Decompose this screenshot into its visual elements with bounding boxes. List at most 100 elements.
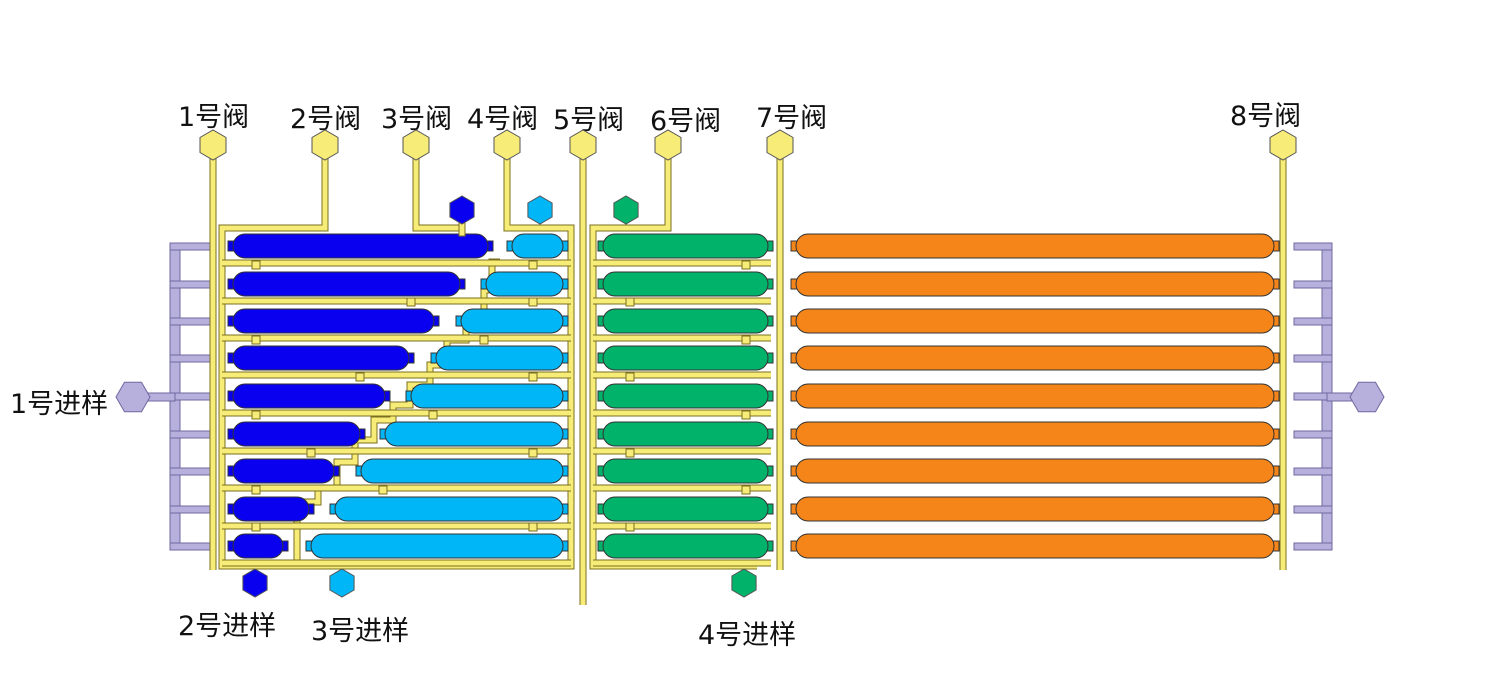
green-connector-3: [741, 335, 751, 345]
green-connector-8: [625, 522, 635, 532]
outlet-branch-8: [1293, 505, 1333, 514]
blue-chamber-4: [227, 345, 415, 371]
green-connector-2: [625, 297, 635, 307]
orange-chamber-6: [790, 421, 1280, 447]
valve-label-2: 2号阀: [290, 104, 362, 135]
valve-label-4: 4号阀: [467, 104, 539, 135]
inlet1-branch-3: [169, 317, 211, 326]
green-chamber-7: [597, 458, 774, 484]
green-chamber-7-body: [602, 458, 769, 484]
valve-label-1: 1号阀: [178, 102, 250, 133]
orange-chamber-1-body: [795, 233, 1275, 259]
orange-chamber-3: [790, 308, 1280, 334]
blue-connector-3: [251, 335, 261, 345]
valve-6-icon: [654, 129, 682, 161]
cyan-chamber-6: [379, 421, 569, 447]
inlet1-branch-1: [169, 242, 211, 251]
inlet4-port: [731, 568, 757, 598]
blue-chamber-6-body: [232, 421, 361, 447]
cyan-chamber-6-body: [384, 421, 564, 447]
blue-connector-4: [355, 372, 365, 382]
inlet3-port: [329, 568, 355, 598]
cyan-connector-3: [479, 335, 489, 345]
blue-top-port: [449, 195, 475, 225]
valve-label-3: 3号阀: [381, 104, 453, 135]
green-connector-1: [741, 260, 751, 270]
orange-chamber-7: [790, 458, 1280, 484]
green-top-port: [613, 195, 639, 225]
blue-chamber-1: [227, 233, 494, 259]
cyan-connector-4: [528, 372, 538, 382]
green-chamber-8: [597, 496, 774, 522]
cyan-chamber-3-body: [460, 308, 564, 334]
valve-7-icon: [766, 129, 794, 161]
orange-chamber-9-body: [795, 533, 1275, 559]
cyan-chamber-4: [430, 345, 569, 371]
cyan-chamber-1-body: [511, 233, 564, 259]
green-chamber-9: [597, 533, 774, 559]
cyan-connector-1: [528, 260, 538, 270]
inlet2-port: [242, 568, 268, 598]
outlet-branch-4: [1293, 354, 1333, 363]
orange-chamber-5-body: [795, 383, 1275, 409]
inlet1-branch-4: [169, 354, 211, 363]
blue-chamber-9: [227, 533, 289, 559]
green-chamber-3-body: [602, 308, 769, 334]
green-chamber-5-body: [602, 383, 769, 409]
orange-chamber-4-body: [795, 345, 1275, 371]
inlet1-branch-5: [169, 392, 211, 401]
valve-line-3-fill: [413, 145, 460, 231]
inlet1-port: [115, 381, 151, 413]
green-chamber-6-body: [602, 421, 769, 447]
blue-chamber-2: [227, 271, 466, 297]
blue-chamber-3-body: [232, 308, 435, 334]
green-chamber-9-body: [602, 533, 769, 559]
cyan-connector-6: [528, 448, 538, 458]
green-chamber-6: [597, 421, 774, 447]
cyan-chamber-4-body: [435, 345, 564, 371]
blue-chamber-2-body: [232, 271, 461, 297]
blue-chamber-6: [227, 421, 366, 447]
orange-chamber-8-body: [795, 496, 1275, 522]
cyan-chamber-8: [329, 496, 569, 522]
cyan-chamber-9: [305, 533, 569, 559]
green-chamber-1-body: [602, 233, 769, 259]
orange-chamber-3-body: [795, 308, 1275, 334]
orange-chamber-6-body: [795, 421, 1275, 447]
cyan-chamber-8-body: [334, 496, 564, 522]
cyan-chamber-3: [455, 308, 569, 334]
valve-1-icon: [199, 129, 227, 161]
blue-chamber-8: [227, 496, 315, 522]
inlet1-branch-7: [169, 467, 211, 476]
blue-chamber-3: [227, 308, 440, 334]
orange-chamber-1: [790, 233, 1280, 259]
cyan-connector-5: [428, 410, 438, 420]
green-chamber-2-body: [602, 271, 769, 297]
inlet1-branch-8: [169, 505, 211, 514]
blue-chamber-5-body: [232, 383, 386, 409]
green-connector-6: [625, 448, 635, 458]
blue-chamber-8-body: [232, 496, 310, 522]
green-chamber-2: [597, 271, 774, 297]
orange-chamber-9: [790, 533, 1280, 559]
valve-label-7: 7号阀: [756, 103, 828, 134]
green-chamber-3: [597, 308, 774, 334]
blue-connector-6: [306, 448, 316, 458]
inlet-label-2: 2号进样: [178, 611, 277, 642]
outlet-branch-9: [1293, 542, 1333, 551]
green-chamber-5: [597, 383, 774, 409]
blue-chamber-5: [227, 383, 391, 409]
blue-connector-5: [251, 410, 261, 420]
orange-chamber-2-body: [795, 271, 1275, 297]
inlet1-branch-9: [169, 542, 211, 551]
orange-chamber-4: [790, 345, 1280, 371]
cyan-chamber-7-body: [360, 458, 564, 484]
blue-chamber-9-body: [232, 533, 284, 559]
blue-connector-2: [406, 297, 416, 307]
orange-chamber-8: [790, 496, 1280, 522]
green-chamber-8-body: [602, 496, 769, 522]
valve-5-icon: [569, 129, 597, 161]
cyan-chamber-5-body: [410, 383, 564, 409]
outlet-branch-3: [1293, 317, 1333, 326]
